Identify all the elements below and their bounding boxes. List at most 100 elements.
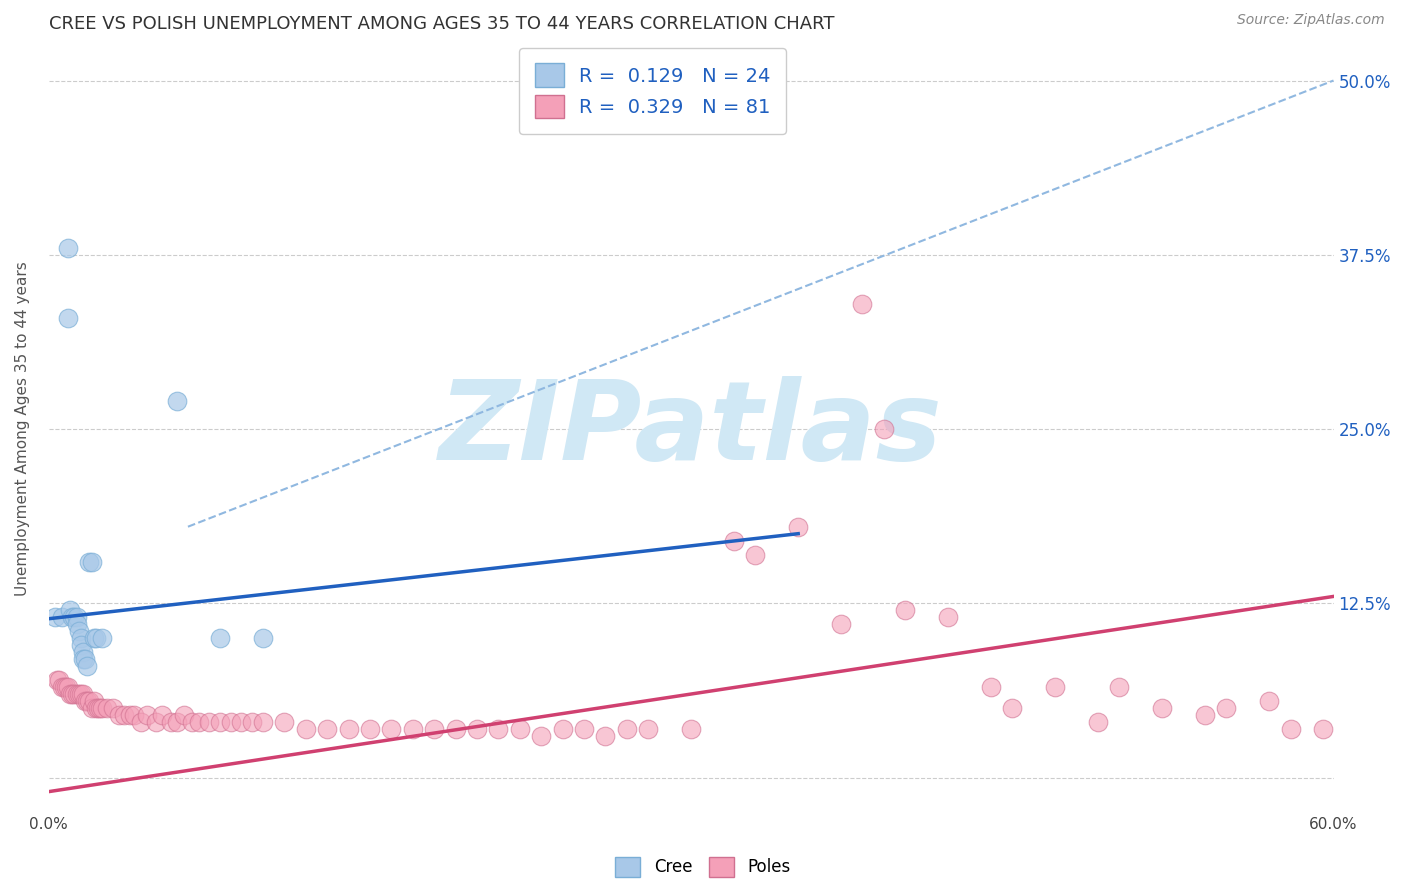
Point bbox=[108, 707, 131, 722]
Point bbox=[423, 722, 446, 736]
Point bbox=[84, 701, 107, 715]
Point bbox=[65, 687, 87, 701]
Point bbox=[72, 687, 94, 701]
Point bbox=[530, 729, 553, 743]
Point bbox=[83, 632, 105, 646]
Point bbox=[551, 722, 574, 736]
Point bbox=[70, 632, 93, 646]
Point bbox=[67, 687, 90, 701]
Point bbox=[509, 722, 531, 736]
Point bbox=[219, 714, 242, 729]
Point bbox=[72, 645, 94, 659]
Point bbox=[150, 707, 173, 722]
Point bbox=[359, 722, 381, 736]
Point bbox=[75, 652, 97, 666]
Point bbox=[1001, 701, 1024, 715]
Point bbox=[616, 722, 638, 736]
Point bbox=[80, 555, 103, 569]
Point bbox=[231, 714, 253, 729]
Point bbox=[1258, 694, 1281, 708]
Point bbox=[316, 722, 339, 736]
Point bbox=[240, 714, 263, 729]
Point bbox=[1043, 680, 1066, 694]
Point bbox=[1152, 701, 1174, 715]
Point bbox=[129, 714, 152, 729]
Point bbox=[65, 617, 87, 632]
Point bbox=[70, 687, 93, 701]
Y-axis label: Unemployment Among Ages 35 to 44 years: Unemployment Among Ages 35 to 44 years bbox=[15, 261, 30, 597]
Point bbox=[209, 632, 232, 646]
Point bbox=[252, 714, 274, 729]
Point bbox=[637, 722, 659, 736]
Point bbox=[59, 603, 82, 617]
Point bbox=[120, 707, 142, 722]
Point bbox=[1087, 714, 1109, 729]
Point bbox=[44, 610, 66, 624]
Point bbox=[337, 722, 360, 736]
Point bbox=[465, 722, 488, 736]
Point bbox=[894, 603, 917, 617]
Point bbox=[75, 694, 97, 708]
Point bbox=[294, 722, 316, 736]
Point bbox=[145, 714, 167, 729]
Point bbox=[198, 714, 221, 729]
Point bbox=[63, 610, 86, 624]
Point bbox=[72, 652, 94, 666]
Point bbox=[1312, 722, 1334, 736]
Point bbox=[56, 241, 79, 255]
Point bbox=[48, 673, 70, 687]
Point bbox=[723, 533, 745, 548]
Point bbox=[56, 680, 79, 694]
Point bbox=[851, 296, 873, 310]
Point bbox=[56, 310, 79, 325]
Point bbox=[595, 729, 617, 743]
Point bbox=[124, 707, 146, 722]
Point bbox=[63, 687, 86, 701]
Point bbox=[59, 687, 82, 701]
Point bbox=[486, 722, 509, 736]
Point bbox=[79, 694, 101, 708]
Point bbox=[744, 548, 766, 562]
Point bbox=[402, 722, 425, 736]
Point bbox=[84, 632, 107, 646]
Point bbox=[60, 687, 83, 701]
Point bbox=[55, 680, 77, 694]
Legend: Cree, Poles: Cree, Poles bbox=[609, 850, 797, 884]
Point bbox=[76, 659, 98, 673]
Point bbox=[91, 701, 114, 715]
Point bbox=[60, 610, 83, 624]
Point bbox=[681, 722, 703, 736]
Point bbox=[787, 519, 810, 533]
Point bbox=[51, 680, 73, 694]
Point bbox=[87, 701, 110, 715]
Point bbox=[273, 714, 295, 729]
Point bbox=[112, 707, 135, 722]
Point bbox=[873, 422, 896, 436]
Point bbox=[572, 722, 595, 736]
Point bbox=[51, 610, 73, 624]
Point bbox=[76, 694, 98, 708]
Point bbox=[181, 714, 204, 729]
Text: CREE VS POLISH UNEMPLOYMENT AMONG AGES 35 TO 44 YEARS CORRELATION CHART: CREE VS POLISH UNEMPLOYMENT AMONG AGES 3… bbox=[49, 15, 834, 33]
Point bbox=[980, 680, 1002, 694]
Point bbox=[936, 610, 959, 624]
Point bbox=[83, 694, 105, 708]
Point bbox=[1194, 707, 1216, 722]
Legend: R =  0.129   N = 24, R =  0.329   N = 81: R = 0.129 N = 24, R = 0.329 N = 81 bbox=[519, 47, 786, 134]
Point bbox=[380, 722, 402, 736]
Point bbox=[96, 701, 118, 715]
Point bbox=[65, 610, 87, 624]
Point bbox=[91, 632, 114, 646]
Point bbox=[101, 701, 124, 715]
Point bbox=[252, 632, 274, 646]
Point bbox=[70, 638, 93, 652]
Point bbox=[46, 673, 69, 687]
Point bbox=[187, 714, 209, 729]
Point bbox=[136, 707, 159, 722]
Point bbox=[173, 707, 195, 722]
Point bbox=[209, 714, 232, 729]
Point bbox=[89, 701, 111, 715]
Point bbox=[79, 555, 101, 569]
Point bbox=[80, 701, 103, 715]
Text: Source: ZipAtlas.com: Source: ZipAtlas.com bbox=[1237, 13, 1385, 28]
